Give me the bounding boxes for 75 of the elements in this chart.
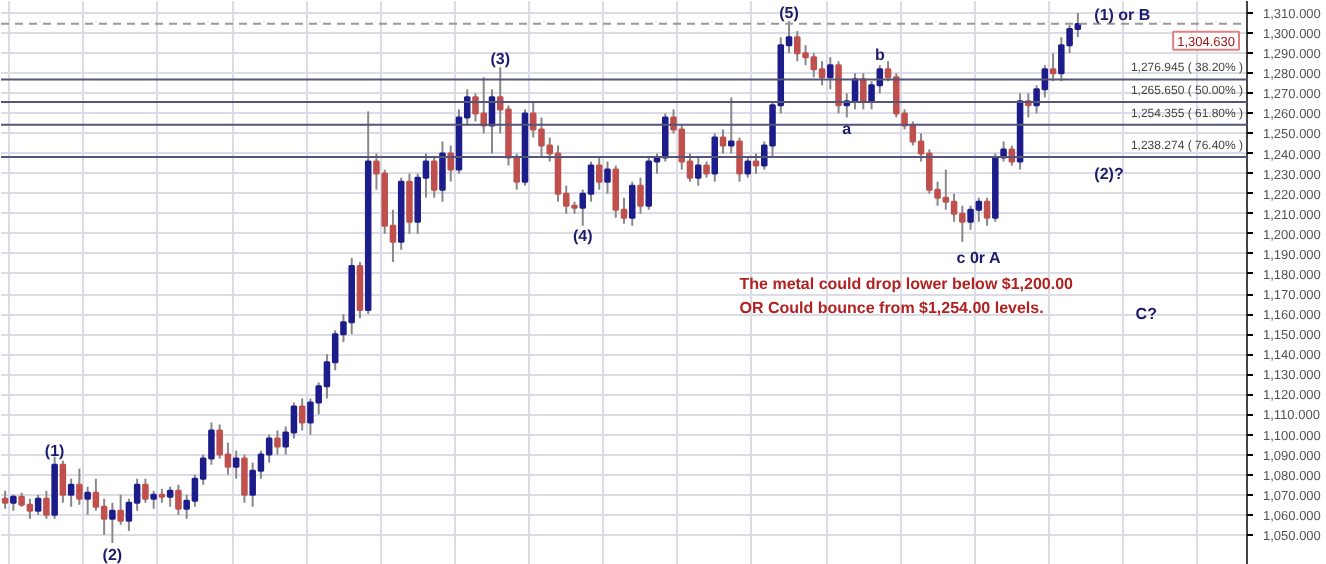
candlestick xyxy=(802,44,809,67)
candlestick xyxy=(109,501,116,544)
candlestick xyxy=(595,156,603,191)
candlestick xyxy=(538,116,545,159)
candlestick xyxy=(661,112,669,163)
candlestick xyxy=(175,483,182,516)
candlestick xyxy=(480,76,487,135)
candlestick xyxy=(67,477,75,508)
candlestick xyxy=(26,497,34,520)
candlestick xyxy=(430,156,438,199)
candlestick xyxy=(274,429,281,456)
candlestick xyxy=(290,401,298,440)
candlestick xyxy=(298,397,306,432)
candlestick xyxy=(695,156,702,187)
candlestick xyxy=(1,489,9,510)
candlestick xyxy=(959,204,966,243)
candlestick xyxy=(942,168,950,211)
candlestick xyxy=(84,485,91,516)
candlestick xyxy=(645,156,653,211)
candlestick xyxy=(794,30,801,63)
candlestick xyxy=(166,485,174,508)
candlestick xyxy=(150,489,157,510)
candlestick xyxy=(142,477,149,504)
candlestick xyxy=(472,92,479,123)
candlestick xyxy=(818,60,826,87)
candlestick xyxy=(975,196,983,223)
annotation: (5) xyxy=(779,4,800,23)
candlestick xyxy=(447,144,454,183)
candlestick xyxy=(1058,36,1065,83)
candlestick xyxy=(249,461,256,508)
candlestick xyxy=(983,196,991,227)
candlestick xyxy=(356,260,364,320)
candlestick xyxy=(100,497,108,536)
annotation: (3) xyxy=(490,50,511,69)
candlestick xyxy=(719,128,727,155)
candlestick xyxy=(232,449,240,480)
candlestick xyxy=(810,52,818,79)
candlestick xyxy=(76,467,83,506)
annotation: (4) xyxy=(572,226,594,245)
candlestick xyxy=(752,152,760,175)
annotation: c 0r A xyxy=(956,248,1001,267)
annotation: (2) xyxy=(102,545,123,564)
candlestick xyxy=(926,148,933,195)
candlestick xyxy=(711,132,719,183)
annotation: b xyxy=(874,46,885,65)
candlestick xyxy=(43,489,50,520)
candlestick xyxy=(604,160,611,195)
candlestick xyxy=(587,160,595,203)
annotation: (1) or B xyxy=(1094,6,1151,25)
candlestick xyxy=(439,140,446,203)
candlestick xyxy=(860,72,867,111)
candlestick xyxy=(265,433,273,464)
candlestick xyxy=(92,477,100,512)
candlestick xyxy=(59,459,67,504)
candlestick xyxy=(736,136,743,183)
candlestick xyxy=(950,192,958,223)
candlestick xyxy=(241,453,248,504)
annotation: (2)? xyxy=(1094,164,1124,183)
candlestick xyxy=(637,176,644,215)
annotation: a xyxy=(842,120,853,139)
annotation: (1) xyxy=(44,441,66,460)
annotation: C? xyxy=(1135,305,1158,324)
candlestick xyxy=(612,164,620,219)
candlestick xyxy=(216,423,223,460)
candlestick xyxy=(628,180,636,227)
candlestick xyxy=(744,156,752,179)
candlestick xyxy=(34,493,42,516)
candlestick xyxy=(406,172,413,235)
annotation: OR Could bounce from $1,254.00 levels. xyxy=(739,299,1044,318)
candlestick xyxy=(1049,52,1057,83)
candlestick xyxy=(967,204,974,231)
candlestick xyxy=(117,493,124,526)
candlestick xyxy=(728,96,735,155)
annotation: The metal could drop lower below $1,200.00 xyxy=(739,275,1075,293)
candlestick xyxy=(827,56,834,91)
